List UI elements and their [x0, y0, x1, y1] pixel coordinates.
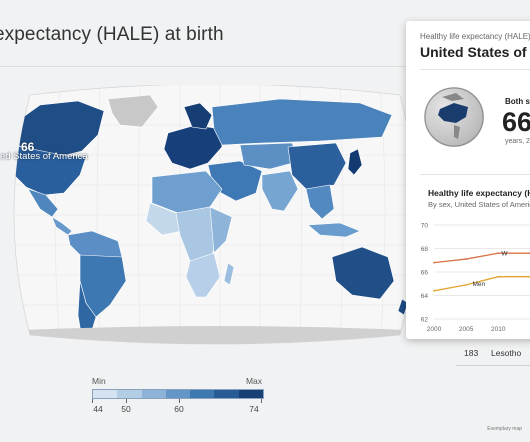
- ranking-country[interactable]: Lesotho: [491, 348, 522, 358]
- region-usa[interactable]: [12, 144, 87, 196]
- legend-tick-label: 60: [174, 404, 184, 414]
- hale-line-chart: 62 64 66 68 70 2000 2005 2010 W Men: [421, 223, 530, 333]
- legend-tick-label: 74: [249, 404, 259, 414]
- legend-tick: [92, 399, 93, 403]
- region-central-america[interactable]: [51, 216, 73, 236]
- region-east-africa[interactable]: [209, 206, 233, 254]
- chart-series-label: W: [501, 251, 508, 258]
- chart-point: [433, 289, 435, 292]
- legend-tick-label: 44: [93, 404, 103, 414]
- region-japan[interactable]: [347, 148, 363, 176]
- legend-swatch: [93, 390, 118, 398]
- region-southeast-asia[interactable]: [305, 184, 335, 220]
- panel-country-name: United States of Am: [420, 44, 530, 60]
- panel-subtitle: Healthy life expectancy (HALE) a: [420, 32, 530, 41]
- legend-swatch: [214, 390, 239, 398]
- legend-tick: [179, 399, 180, 403]
- legend-swatch: [238, 390, 263, 398]
- ranking-number: 183: [464, 348, 479, 358]
- legend-min-label: Min: [92, 376, 106, 386]
- chart-title: Healthy life expectancy (HALE: [428, 188, 530, 198]
- legend-swatch: [190, 390, 215, 398]
- region-scandinavia[interactable]: [183, 102, 213, 130]
- chart-y-tick-label: 68: [421, 246, 429, 253]
- page-title: expectancy (HALE) at birth: [0, 24, 224, 45]
- chart-series-line: [433, 252, 530, 264]
- antarctica: [14, 326, 416, 344]
- region-south-asia[interactable]: [261, 170, 299, 212]
- chart-x-tick-label: 2000: [427, 326, 442, 333]
- legend-swatch: [141, 390, 166, 398]
- legend-max-label: Max: [245, 376, 262, 386]
- world-map[interactable]: [0, 85, 430, 345]
- footer-note: Exemplary map: [487, 426, 522, 432]
- chart-y-tick-label: 66: [421, 270, 429, 277]
- map-tooltip-value: 66: [21, 140, 35, 154]
- legend-swatch: [165, 390, 191, 398]
- ranking-divider: [456, 365, 530, 366]
- chart-point: [497, 275, 500, 278]
- legend-color-bar: [92, 389, 264, 399]
- chart-y-tick-label: 64: [421, 293, 429, 300]
- panel-divider: [420, 69, 530, 70]
- chart-subtitle: By sex, United States of America,: [428, 200, 530, 209]
- legend-tick: [126, 399, 127, 403]
- legend-swatch: [117, 390, 142, 398]
- panel-sex-label: Both se: [505, 97, 530, 106]
- chart-x-tick-label: 2010: [491, 326, 506, 333]
- globe-icon: [424, 87, 484, 147]
- panel-hale-value: 66: [502, 107, 530, 137]
- chart-point: [465, 258, 468, 260]
- panel-divider: [420, 174, 530, 175]
- region-indonesia[interactable]: [307, 222, 361, 238]
- chart-point: [433, 261, 435, 264]
- greenland[interactable]: [107, 94, 159, 128]
- globe-locator: [424, 87, 484, 147]
- country-detail-panel: Healthy life expectancy (HALE) a United …: [406, 21, 530, 339]
- region-southern-africa[interactable]: [185, 252, 221, 298]
- region-madagascar[interactable]: [223, 262, 235, 286]
- region-russia[interactable]: [211, 98, 393, 146]
- chart-point: [465, 284, 468, 286]
- chart-point: [497, 252, 500, 255]
- chart-series-label: Men: [473, 281, 486, 288]
- region-mexico[interactable]: [27, 188, 59, 218]
- map-tooltip-country: ed States of America: [0, 151, 88, 162]
- chart-y-tick-label: 70: [421, 223, 429, 230]
- chart-x-tick-label: 2005: [459, 326, 474, 333]
- legend-tick: [261, 399, 262, 403]
- region-australia[interactable]: [331, 246, 395, 300]
- region-west-africa[interactable]: [145, 202, 183, 236]
- region-central-asia[interactable]: [239, 142, 301, 170]
- panel-years-label: years, 2: [505, 138, 530, 145]
- region-china[interactable]: [287, 142, 347, 190]
- legend-tick-label: 50: [121, 404, 131, 414]
- chart-y-tick-label: 62: [421, 317, 429, 324]
- header-divider: [0, 66, 420, 67]
